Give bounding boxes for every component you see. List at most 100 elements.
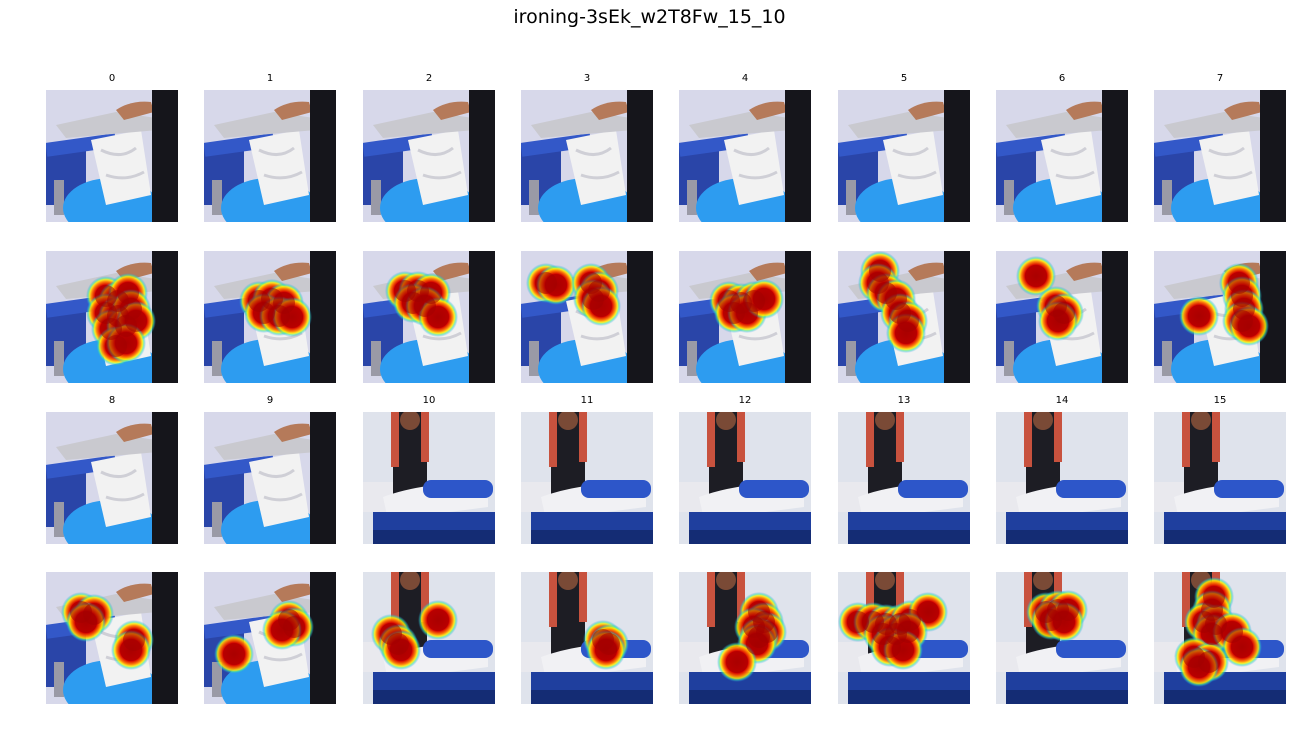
heatmap-frame-tile bbox=[204, 251, 336, 383]
video-frame-tile bbox=[838, 90, 970, 222]
attention-heat-overlay bbox=[86, 273, 156, 366]
attention-blob-core bbox=[1201, 623, 1223, 645]
attention-blob-core bbox=[746, 633, 768, 655]
video-frame-tile bbox=[679, 90, 811, 222]
attention-blob-core bbox=[1025, 265, 1047, 287]
attention-heat-overlay bbox=[1179, 263, 1269, 346]
scene bbox=[1154, 90, 1286, 222]
attention-heat-overlay bbox=[371, 600, 458, 670]
attention-heat-overlay bbox=[1016, 256, 1084, 341]
video-frame-tile bbox=[679, 412, 811, 544]
video-frame-tile bbox=[204, 90, 336, 222]
attention-blob-core bbox=[427, 609, 449, 631]
attention-blob-core bbox=[390, 639, 412, 661]
attention-blob-core bbox=[1188, 656, 1210, 678]
scene bbox=[679, 412, 811, 544]
frame-index-label: 11 bbox=[580, 395, 594, 406]
scene bbox=[521, 412, 653, 544]
attention-blob-core bbox=[736, 302, 758, 324]
attention-heat-overlay bbox=[583, 620, 629, 670]
attention-blob-core bbox=[892, 639, 914, 661]
attention-blob-core bbox=[1188, 305, 1210, 327]
attention-heat-overlay bbox=[61, 592, 154, 670]
scene bbox=[996, 90, 1128, 222]
attention-blob-core bbox=[595, 639, 617, 661]
attention-blob-core bbox=[120, 639, 142, 661]
attention-blob-core bbox=[895, 322, 917, 344]
frame-index-label: 1 bbox=[266, 73, 274, 84]
scene bbox=[204, 412, 336, 544]
attention-blob-core bbox=[115, 332, 137, 354]
attention-blob-core bbox=[545, 274, 567, 296]
attention-blob-core bbox=[753, 288, 775, 310]
heatmap-frame-tile bbox=[521, 251, 653, 383]
figure-title: ironing-3sEk_w2T8Fw_15_10 bbox=[513, 6, 786, 28]
attention-heat-overlay bbox=[385, 271, 458, 337]
frame-index-label: 6 bbox=[1058, 73, 1066, 84]
attention-heat-overlay bbox=[858, 251, 928, 353]
attention-heat-overlay bbox=[717, 592, 787, 682]
scene bbox=[46, 90, 178, 222]
scene bbox=[46, 412, 178, 544]
heatmap-frame-tile bbox=[679, 251, 811, 383]
frame-index-label: 8 bbox=[108, 395, 116, 406]
heatmap-frame-tile bbox=[1154, 572, 1286, 704]
scene bbox=[46, 572, 178, 704]
attention-blob-core bbox=[271, 619, 293, 641]
attention-blob-core bbox=[281, 306, 303, 328]
video-frame-tile bbox=[521, 90, 653, 222]
heatmap-frame-tile bbox=[46, 572, 178, 704]
attention-blob-core bbox=[125, 310, 147, 332]
frame-index-label: 0 bbox=[108, 73, 116, 84]
heatmap-frame-tile bbox=[46, 251, 178, 383]
video-frame-tile bbox=[1154, 412, 1286, 544]
frame-index-label: 13 bbox=[897, 395, 911, 406]
heatmap-frame-tile bbox=[679, 572, 811, 704]
video-frame-tile bbox=[1154, 90, 1286, 222]
attention-blob-core bbox=[427, 306, 449, 328]
frame-index-label: 10 bbox=[422, 395, 436, 406]
heatmap-frame-tile bbox=[996, 251, 1128, 383]
attention-blob-core bbox=[917, 601, 939, 623]
attention-blob-core bbox=[1231, 636, 1253, 658]
attention-heat-overlay bbox=[214, 600, 314, 674]
heatmap-frame-tile bbox=[838, 572, 970, 704]
attention-heat-overlay bbox=[1026, 590, 1088, 642]
video-frame-tile bbox=[204, 412, 336, 544]
video-frame-tile bbox=[363, 412, 495, 544]
attention-heat-overlay bbox=[838, 592, 948, 670]
scene bbox=[1154, 412, 1286, 544]
video-frame-tile bbox=[46, 90, 178, 222]
attention-blob-core bbox=[726, 651, 748, 673]
heatmap-frame-tile bbox=[363, 572, 495, 704]
attention-heat-overlay bbox=[526, 263, 621, 326]
frame-index-label: 4 bbox=[741, 73, 749, 84]
heatmap-frame-tile bbox=[996, 572, 1128, 704]
heatmap-frame-tile bbox=[838, 251, 970, 383]
video-frame-tile bbox=[521, 412, 653, 544]
video-frame-tile bbox=[46, 412, 178, 544]
scene bbox=[363, 412, 495, 544]
frame-index-label: 14 bbox=[1055, 395, 1069, 406]
scene bbox=[521, 251, 653, 383]
video-frame-tile bbox=[996, 412, 1128, 544]
heatmap-frame-tile bbox=[204, 572, 336, 704]
attention-heat-overlay bbox=[1174, 577, 1262, 687]
frame-index-label: 2 bbox=[425, 73, 433, 84]
attention-blob-core bbox=[897, 621, 919, 643]
attention-blob-core bbox=[1047, 310, 1069, 332]
scene bbox=[838, 90, 970, 222]
scene bbox=[996, 412, 1128, 544]
heatmap-frame-tile bbox=[1154, 251, 1286, 383]
heatmap-frame-tile bbox=[363, 251, 495, 383]
attention-blob-core bbox=[590, 295, 612, 317]
scene bbox=[521, 90, 653, 222]
scene bbox=[363, 90, 495, 222]
video-frame-tile bbox=[363, 90, 495, 222]
frame-index-label: 12 bbox=[738, 395, 752, 406]
frame-index-label: 7 bbox=[1216, 73, 1224, 84]
frame-index-label: 9 bbox=[266, 395, 274, 406]
video-frame-tile bbox=[838, 412, 970, 544]
frame-index-label: 5 bbox=[900, 73, 908, 84]
scene bbox=[679, 90, 811, 222]
